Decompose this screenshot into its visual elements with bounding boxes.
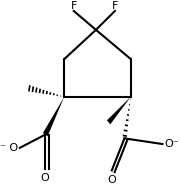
Text: F: F xyxy=(112,1,118,11)
Polygon shape xyxy=(107,97,131,124)
Text: O⁻: O⁻ xyxy=(164,139,179,149)
Text: O: O xyxy=(107,175,116,185)
Text: F: F xyxy=(71,1,77,11)
Text: O: O xyxy=(41,173,50,183)
Polygon shape xyxy=(43,97,64,136)
Text: ⁻ O: ⁻ O xyxy=(0,143,18,153)
